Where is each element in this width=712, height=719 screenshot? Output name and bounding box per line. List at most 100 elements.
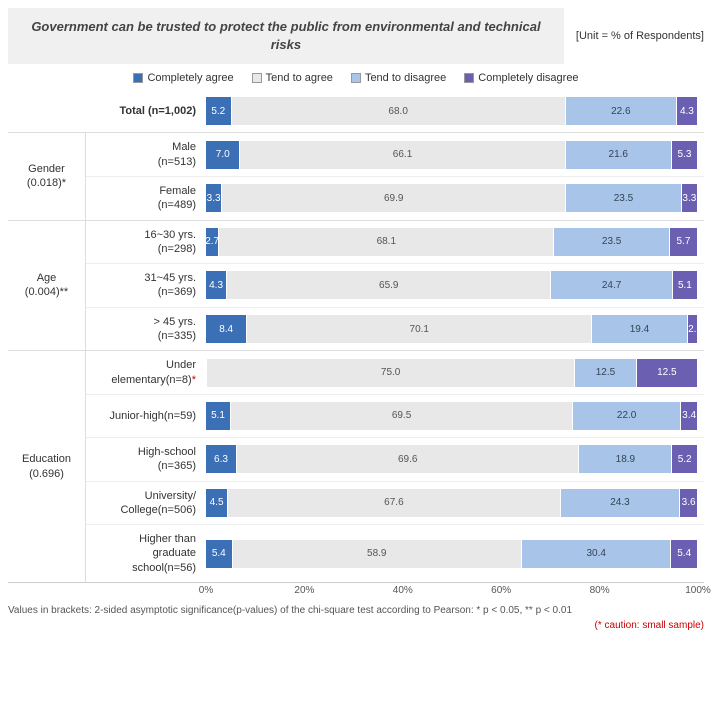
data-row: Underelementary(n=8)*75.012.512.5 (86, 351, 704, 394)
stacked-bar: 8.470.119.42. (206, 315, 698, 343)
group-section: Gender(0.018)*Male(n=513)7.066.121.65.3F… (8, 132, 704, 219)
row-label: Junior-high(n=59) (86, 409, 206, 423)
stacked-bar: 75.012.512.5 (206, 359, 698, 387)
data-row: Higher thangraduateschool(n=56)5.458.930… (86, 524, 704, 582)
bar-segment: 3.3 (206, 184, 222, 212)
data-row: > 45 yrs.(n=335)8.470.119.42. (86, 307, 704, 351)
bar-segment: 2.7 (206, 228, 219, 256)
bar-segment: 7.0 (206, 141, 240, 169)
stacked-bar: 4.567.624.33.6 (206, 489, 698, 517)
axis-tick: 20% (294, 585, 314, 596)
bar-segment: 70.1 (247, 315, 592, 343)
bar-segment: 3.4 (681, 402, 698, 430)
footnote-caution: (* caution: small sample) (8, 620, 704, 631)
axis-tick: 0% (199, 585, 213, 596)
legend-label: Tend to disagree (365, 72, 446, 84)
group-section: Age(0.004)**16~30 yrs.(n=298)2.768.123.5… (8, 220, 704, 351)
legend-label: Completely disagree (478, 72, 578, 84)
legend-item: Completely disagree (464, 72, 578, 84)
bar-segment: 69.6 (237, 445, 579, 473)
stacked-bar: 5.169.522.03.4 (206, 402, 698, 430)
stacked-bar: 5.458.930.45.4 (206, 540, 698, 568)
stacked-bar: 5.268.022.64.3 (206, 97, 698, 125)
bar-segment: 24.7 (551, 271, 673, 299)
group-label: Gender(0.018)* (8, 133, 86, 219)
stacked-bar: 4.365.924.75.1 (206, 271, 698, 299)
bar-segment: 5.1 (206, 402, 231, 430)
bar-segment: 69.5 (231, 402, 573, 430)
legend: Completely agree Tend to agree Tend to d… (8, 72, 704, 84)
bar-segment: 8.4 (206, 315, 247, 343)
stacked-bar: 6.369.618.95.2 (206, 445, 698, 473)
unit-label: [Unit = % of Respondents] (564, 30, 704, 42)
bar-segment: 5.3 (672, 141, 698, 169)
bar-segment: 2. (688, 315, 698, 343)
bar-segment: 67.6 (228, 489, 561, 517)
chart-title: Government can be trusted to protect the… (8, 8, 564, 64)
legend-label: Completely agree (147, 72, 233, 84)
footnote-pvalues: Values in brackets: 2-sided asymptotic s… (8, 605, 704, 616)
stacked-bar: 3.369.923.53.3 (206, 184, 698, 212)
group-label: Education(0.696) (8, 351, 86, 582)
row-label: University/College(n=506) (86, 489, 206, 518)
bar-segment: 4.3 (677, 97, 698, 125)
row-label: Higher thangraduateschool(n=56) (86, 532, 206, 575)
bar-segment: 58.9 (233, 540, 522, 568)
bar-segment: 66.1 (240, 141, 565, 169)
group-label (8, 90, 86, 132)
swatch-1 (252, 73, 262, 83)
bar-segment: 5.1 (673, 271, 698, 299)
bar-segment: 24.3 (561, 489, 681, 517)
row-label: Total (n=1,002) (86, 104, 206, 118)
legend-item: Tend to disagree (351, 72, 446, 84)
bar-segment: 22.6 (566, 97, 677, 125)
bar-segment: 3.3 (682, 184, 698, 212)
chart-header: Government can be trusted to protect the… (8, 8, 704, 64)
bar-segment: 4.3 (206, 271, 227, 299)
bar-segment: 12.5 (575, 359, 636, 387)
legend-label: Tend to agree (266, 72, 333, 84)
bar-segment: 6.3 (206, 445, 237, 473)
data-row: Female(n=489)3.369.923.53.3 (86, 176, 704, 220)
data-row: University/College(n=506)4.567.624.33.6 (86, 481, 704, 525)
bar-segment: 18.9 (579, 445, 672, 473)
row-label: 31~45 yrs.(n=369) (86, 271, 206, 300)
data-row: 16~30 yrs.(n=298)2.768.123.55.7 (86, 221, 704, 264)
bar-segment: 5.4 (206, 540, 233, 568)
row-label: Female(n=489) (86, 184, 206, 213)
axis-tick: 100% (685, 585, 711, 596)
stacked-bar: 2.768.123.55.7 (206, 228, 698, 256)
data-row: Total (n=1,002)5.268.022.64.3 (86, 90, 704, 132)
group-section: Education(0.696)Underelementary(n=8)*75.… (8, 350, 704, 582)
bar-segment: 5.7 (670, 228, 698, 256)
x-axis: 0%20%40%60%80%100% (8, 582, 704, 601)
bar-segment: 5.2 (672, 445, 698, 473)
row-label: Underelementary(n=8)* (86, 358, 206, 387)
swatch-0 (133, 73, 143, 83)
axis-tick: 40% (393, 585, 413, 596)
swatch-3 (464, 73, 474, 83)
bar-segment: 75.0 (207, 359, 575, 387)
row-label: 16~30 yrs.(n=298) (86, 228, 206, 257)
bar-segment: 30.4 (522, 540, 671, 568)
row-label: > 45 yrs.(n=335) (86, 315, 206, 344)
bar-segment: 21.6 (566, 141, 672, 169)
chart-body: Total (n=1,002)5.268.022.64.3Gender(0.01… (8, 90, 704, 582)
bar-segment: 69.9 (222, 184, 566, 212)
data-row: High-school(n=365)6.369.618.95.2 (86, 437, 704, 481)
stacked-bar: 7.066.121.65.3 (206, 141, 698, 169)
axis-tick: 80% (590, 585, 610, 596)
bar-segment: 19.4 (592, 315, 687, 343)
bar-segment: 65.9 (227, 271, 551, 299)
row-label: Male(n=513) (86, 140, 206, 169)
legend-item: Completely agree (133, 72, 233, 84)
group-label: Age(0.004)** (8, 221, 86, 351)
swatch-2 (351, 73, 361, 83)
data-row: Junior-high(n=59)5.169.522.03.4 (86, 394, 704, 437)
bar-segment: 4.5 (206, 489, 228, 517)
data-row: Male(n=513)7.066.121.65.3 (86, 133, 704, 176)
group-section: Total (n=1,002)5.268.022.64.3 (8, 90, 704, 132)
bar-segment: 12.5 (637, 359, 698, 387)
bar-segment: 3.6 (680, 489, 698, 517)
bar-segment: 68.0 (232, 97, 566, 125)
